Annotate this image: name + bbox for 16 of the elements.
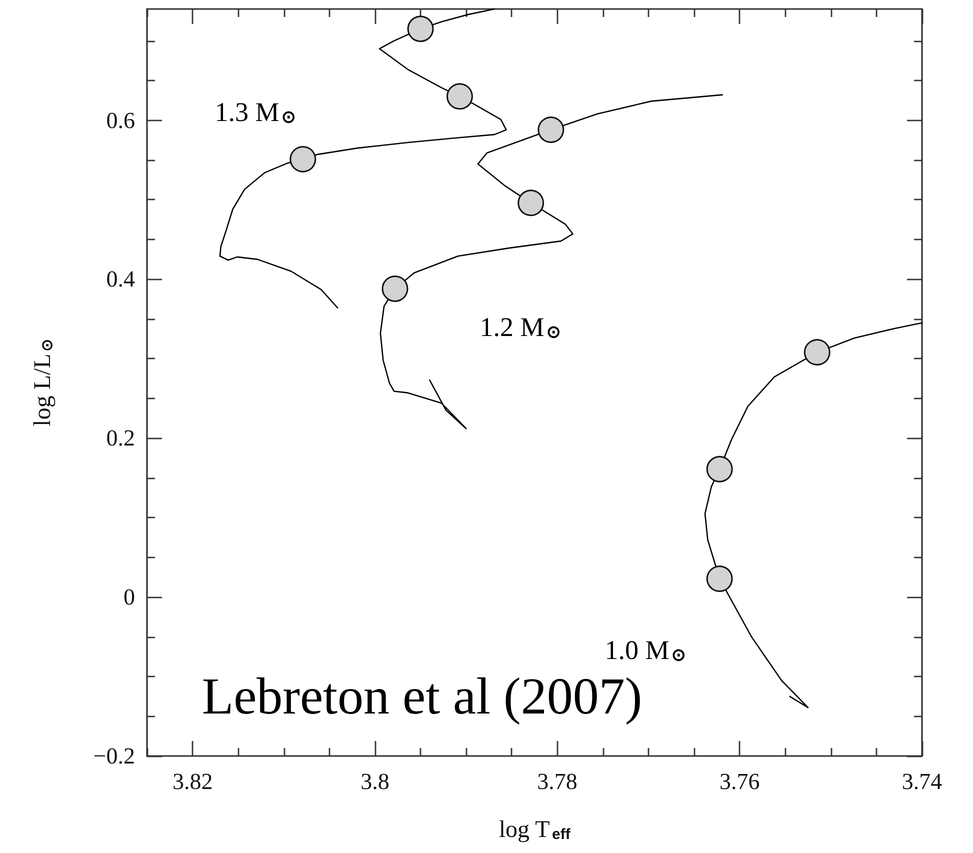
- x-tick-label: 3.78: [537, 769, 578, 794]
- x-tick-label: 3.74: [902, 769, 943, 794]
- x-tick-label: 3.82: [172, 769, 213, 794]
- x-tick-label: 3.76: [720, 769, 760, 794]
- y-tick-label: 0.6: [106, 108, 135, 133]
- y-tick-label: 0.2: [106, 426, 135, 451]
- annotation: 1.0 M⊙: [604, 635, 686, 665]
- y-tick-label: 0.4: [106, 266, 136, 292]
- x-axis-title: log Teff: [498, 817, 572, 843]
- y-tick-label: −0.2: [93, 744, 135, 768]
- annotation: 1.2 M⊙: [480, 312, 560, 342]
- annotation: Lebreton et al (2007): [202, 668, 642, 726]
- annotation: 1.3 M⊙: [214, 97, 296, 127]
- y-axis-title: log L/L⊙: [30, 338, 56, 426]
- x-tick-label: 3.8: [360, 769, 390, 794]
- y-tick-label: 0: [124, 584, 135, 610]
